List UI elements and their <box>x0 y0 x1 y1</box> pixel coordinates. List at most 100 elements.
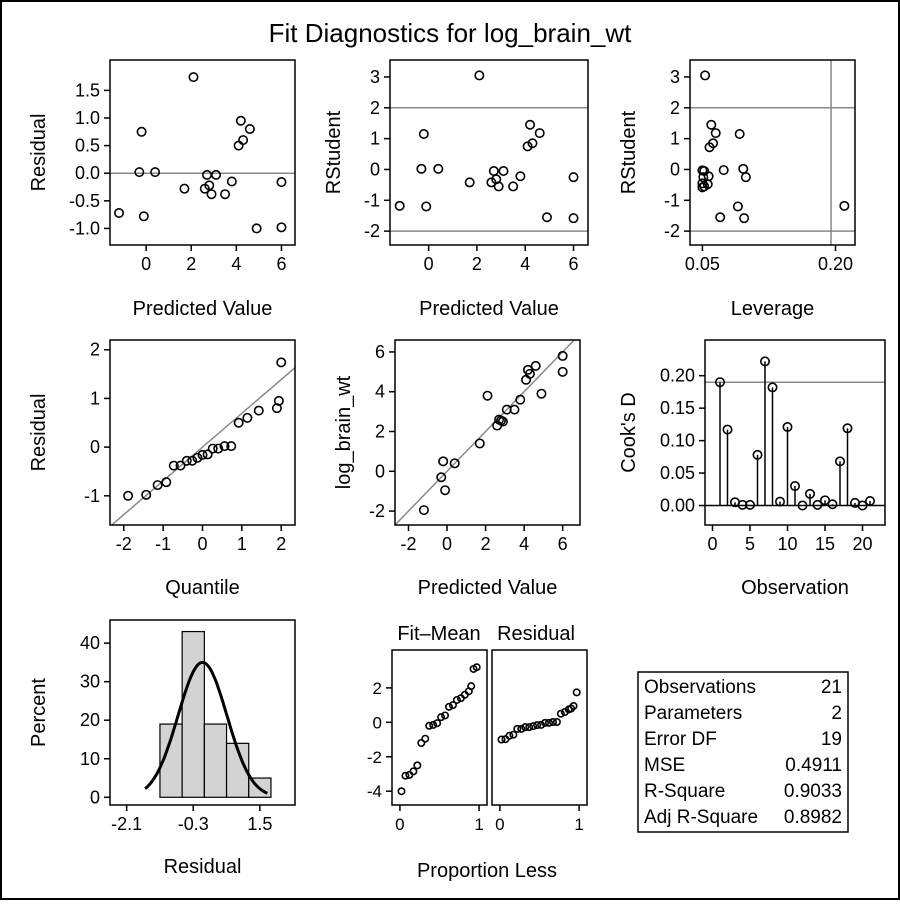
data-point <box>505 731 514 740</box>
data-point <box>718 165 729 176</box>
data-point <box>740 172 751 183</box>
y-tick-label: -1 <box>84 486 100 506</box>
y-axis-label: Residual <box>28 114 50 192</box>
data-point <box>413 761 422 770</box>
cooks-d-point <box>752 449 763 460</box>
histogram-bar <box>225 742 250 798</box>
cooks-d-point <box>804 488 815 499</box>
data-point <box>508 181 519 192</box>
x-tick-label: 2 <box>276 534 286 554</box>
y-tick-label: 0 <box>373 713 382 732</box>
data-point <box>715 212 726 223</box>
y-tick-label: 3 <box>670 67 680 87</box>
data-point <box>219 441 230 452</box>
data-point <box>433 163 444 174</box>
histogram-bar <box>181 630 205 798</box>
plot-area <box>397 663 481 796</box>
data-point <box>548 717 557 726</box>
x-tick-label: 4 <box>520 254 530 274</box>
y-tick-label: -4 <box>367 782 382 801</box>
data-point <box>409 767 418 776</box>
data-point <box>433 719 442 728</box>
x-tick-label: 0 <box>395 815 404 834</box>
y-tick-label: 0.5 <box>75 136 100 156</box>
data-point <box>206 189 217 200</box>
plot-residual-vs-predicted: 0 2 4 6 -1.0 -0.5 0.0 0.5 1.0 1.5 Predicted Value R… <box>28 59 296 320</box>
data-point <box>251 223 262 234</box>
data-point <box>138 211 149 222</box>
x-tick-label: 0 <box>141 254 151 274</box>
y-tick-label: 10 <box>80 749 100 769</box>
data-point <box>537 720 546 729</box>
plot-frame <box>109 59 296 246</box>
y-axis-label: log_brain_wt <box>333 375 355 489</box>
plot-residual-qq: -2 -1 0 1 2 -1 0 1 2 Quantile Residual <box>28 339 296 599</box>
data-point <box>464 177 475 188</box>
data-point <box>472 663 481 672</box>
plot-frame <box>394 339 581 526</box>
data-point <box>204 180 215 191</box>
stat-label: R-Square <box>644 781 725 802</box>
plot-area <box>110 357 295 525</box>
stat-value: 0.4911 <box>785 755 842 776</box>
data-point <box>168 460 179 471</box>
stats-table-frame <box>637 671 849 833</box>
y-tick-label: -1 <box>664 190 680 210</box>
data-point <box>441 711 450 720</box>
diagonal-reference-line <box>395 340 575 525</box>
data-point <box>202 449 213 460</box>
chart-title: Fit Diagnostics for log_brain_wt <box>269 18 632 48</box>
data-point <box>444 702 453 711</box>
data-point <box>529 722 538 731</box>
stat-label: MSE <box>644 755 685 776</box>
y-tick-label: 4 <box>375 382 385 402</box>
y-tick-label: 2 <box>375 422 385 442</box>
data-point <box>161 477 172 488</box>
plot-area <box>705 356 885 511</box>
data-point <box>207 443 218 454</box>
cooks-d-point <box>797 500 808 511</box>
data-point <box>509 404 520 415</box>
data-point <box>703 171 714 182</box>
stat-label: Parameters <box>644 703 742 724</box>
plot-area <box>395 340 575 525</box>
data-point <box>211 169 222 180</box>
y-tick-label: 1 <box>90 388 100 408</box>
cooks-d-point <box>744 499 755 510</box>
y-axis-label: RStudent <box>323 110 345 194</box>
spread-x-axis-label: Proportion Less <box>417 860 557 882</box>
x-tick-label: 2 <box>472 254 482 274</box>
y-tick-label: 1.5 <box>75 80 100 100</box>
y-tick-label: -1 <box>364 190 380 210</box>
data-point <box>572 688 581 697</box>
data-point <box>179 183 190 194</box>
y-tick-label: 2 <box>90 340 100 360</box>
x-tick-label: 0.05 <box>685 254 720 274</box>
y-tick-label: 1.0 <box>75 108 100 128</box>
x-tick-label: -0.3 <box>178 814 209 834</box>
plot-rstudent-vs-predicted: 0 2 4 6 -2 -1 0 1 2 3 Predicted Value RStudent <box>323 59 589 320</box>
x-tick-label: -2 <box>116 534 132 554</box>
plot-frame <box>109 619 296 806</box>
data-point <box>273 395 284 406</box>
y-tick-label: 0.15 <box>660 398 695 418</box>
x-tick-label: 6 <box>569 254 579 274</box>
x-tick-label: 6 <box>276 254 286 274</box>
stat-label: Error DF <box>644 729 717 750</box>
cooks-d-point <box>767 382 778 393</box>
stat-value: 19 <box>821 729 842 750</box>
data-point <box>244 124 255 135</box>
data-point <box>515 171 526 182</box>
stat-value: 21 <box>821 677 842 698</box>
data-point <box>530 360 541 371</box>
normal-density-curve <box>144 660 268 795</box>
data-point <box>220 189 231 200</box>
y-tick-label: 2 <box>370 98 380 118</box>
stat-value: 0.9033 <box>784 781 842 802</box>
y-tick-label: 0.05 <box>660 463 695 483</box>
stat-label: Observations <box>644 677 756 698</box>
x-tick-label: 1 <box>474 815 483 834</box>
y-tick-label: 2 <box>373 679 382 698</box>
y-tick-label: -2 <box>367 748 382 767</box>
